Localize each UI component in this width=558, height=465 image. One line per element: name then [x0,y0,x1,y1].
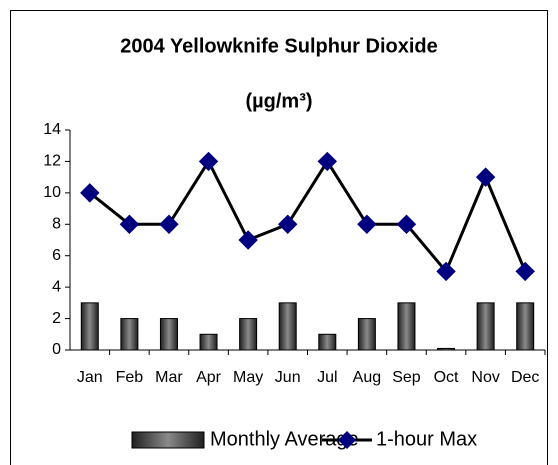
x-tick-label: Feb [116,369,144,386]
x-tick-label: Apr [196,369,222,386]
bar [199,333,218,351]
legend-marker [338,431,356,449]
bar [437,347,456,351]
bar [159,318,178,351]
marker [238,230,258,250]
marker [396,214,417,234]
legend-label: 1-hour Max [376,428,477,450]
y-tick-label: 6 [52,247,61,264]
y-tick-label: 14 [43,121,61,138]
x-tick-label: Mar [155,369,183,386]
chart-subtitle: (µg/m³) [245,90,312,112]
legend-swatch [131,431,205,449]
marker [278,214,298,234]
x-tick-label: Aug [353,369,381,386]
marker [317,151,337,172]
bar [397,302,416,351]
x-tick-label: Jul [317,369,337,386]
chart-border [10,10,548,465]
legend-label: Monthly Average [210,428,359,450]
bar [516,302,535,351]
bar [318,333,337,351]
x-tick-label: Dec [511,369,539,386]
marker [119,214,140,234]
x-tick-label: Nov [471,369,499,386]
y-tick-label: 8 [52,216,61,233]
bar [239,318,258,351]
bar [278,302,297,351]
y-tick-label: 4 [52,278,61,295]
bar [80,302,99,351]
marker [475,167,496,187]
marker [80,183,100,203]
y-tick-label: 2 [52,310,61,327]
bar [120,318,139,351]
marker [198,151,219,172]
y-tick-label: 12 [43,153,61,170]
y-tick-label: 0 [52,341,61,358]
x-tick-label: Oct [434,369,459,386]
marker [436,261,456,282]
marker [515,261,535,282]
chart-title: 2004 Yellowknife Sulphur Dioxide [120,35,438,57]
bar [357,318,376,351]
bar [476,302,495,351]
x-tick-label: Jun [275,369,301,386]
marker [357,214,377,234]
y-tick-label: 10 [43,184,61,201]
x-tick-label: Sep [392,369,421,386]
marker [159,214,179,234]
x-tick-label: May [233,369,263,386]
x-tick-label: Jan [77,369,103,386]
